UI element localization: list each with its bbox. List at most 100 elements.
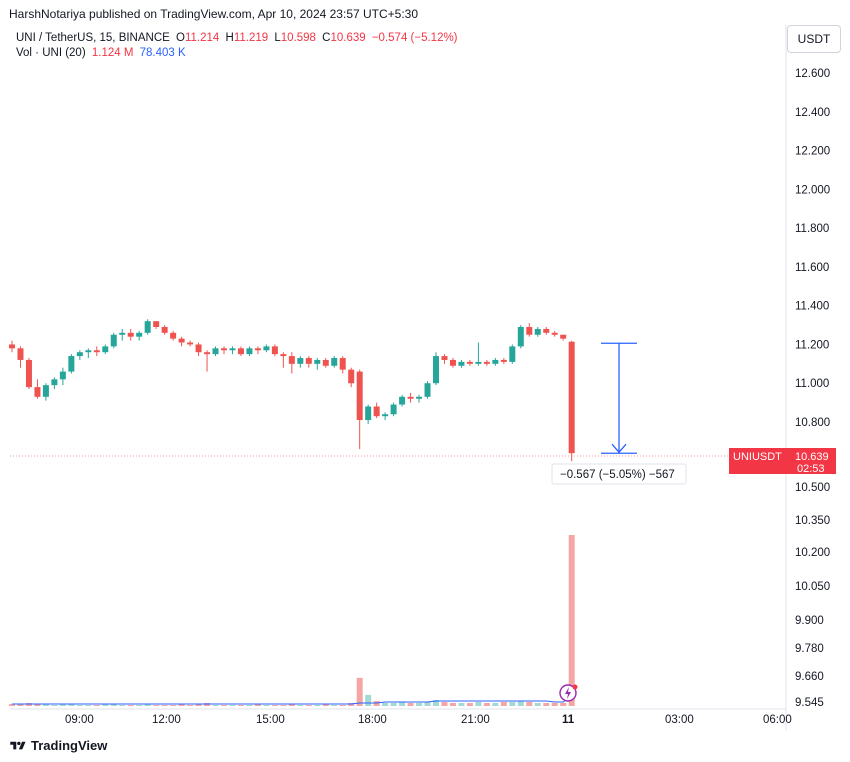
volume-bar (59, 703, 66, 706)
price-tick-label: 12.600 (795, 68, 830, 80)
price-tick-label: 11.600 (795, 262, 829, 274)
volume-bar (127, 704, 134, 706)
candle-body (416, 396, 423, 399)
candle-body (271, 346, 278, 355)
candle-body (102, 346, 109, 353)
volume-bar (17, 703, 24, 706)
close-label: C (322, 32, 331, 44)
volume-bar (136, 704, 143, 706)
time-axis: 09:00 12:00 15:00 18:00 21:00 11 03:00 06:00 (65, 714, 792, 726)
time-tick-label: 09:00 (65, 714, 94, 726)
candle-body (348, 369, 355, 384)
low-value: 10.598 (280, 32, 316, 44)
volume-bar (76, 704, 83, 706)
volume-ma-value: 78.403 K (139, 47, 186, 59)
time-tick-label: 21:00 (461, 714, 490, 726)
candle-body (221, 348, 227, 351)
volume-bar (170, 704, 177, 706)
candle-body (254, 348, 261, 351)
open-value: 11.214 (184, 32, 220, 44)
volume-bar (458, 702, 465, 706)
time-tick-label: 15:00 (256, 714, 285, 726)
brand-name: TradingView (31, 738, 108, 753)
candle-body (161, 326, 168, 333)
measure-label: −0.567 (−5.05%) −567 (560, 469, 675, 481)
candle-body (229, 348, 236, 351)
candle-body (110, 334, 117, 347)
measure-label-box (551, 463, 687, 485)
volume-bar (195, 703, 202, 706)
candle-body (382, 414, 389, 417)
candle-body (119, 332, 126, 335)
volume-bar (229, 704, 236, 706)
volume-bar (399, 701, 406, 706)
price-tick-label: 10.200 (795, 547, 830, 559)
time-tick-label: 12:00 (152, 714, 181, 726)
candle-body (322, 359, 329, 366)
candle-body (85, 350, 92, 353)
volume-bar (204, 702, 211, 706)
volume-bar (280, 704, 287, 706)
time-tick-label: 03:00 (665, 714, 694, 726)
footer-brand[interactable]: TradingView (9, 738, 107, 753)
candle-body (17, 348, 24, 360)
candle-body (314, 359, 321, 364)
volume-bar (560, 702, 567, 706)
candle-body (424, 383, 431, 397)
volume-bar (390, 702, 397, 706)
volume-bar (212, 704, 219, 706)
volume-bar (221, 704, 227, 706)
price-tick-label: 9.780 (795, 643, 824, 655)
candle-body (365, 406, 372, 421)
price-tick-label: 9.545 (795, 697, 824, 709)
candle-body (458, 361, 465, 366)
volume-bar (492, 702, 499, 706)
volume-bars (9, 535, 575, 706)
candle-body (390, 404, 397, 415)
volume-ma-line (12, 695, 572, 705)
candle-body (466, 361, 473, 364)
volume-bar (102, 703, 109, 706)
lightning-icon[interactable] (559, 684, 578, 702)
volume-bar (314, 704, 321, 706)
symbol-title[interactable]: UNI / TetherUS, 15, BINANCE (16, 32, 170, 44)
volume-ma (12, 695, 572, 705)
price-tick-label: 12.200 (795, 146, 830, 158)
candle-body (51, 379, 58, 386)
volume-label[interactable]: Vol · UNI (20) (16, 47, 86, 59)
currency-button[interactable]: USDT (787, 25, 841, 53)
volume-bar (483, 702, 490, 706)
volume-bar (246, 704, 253, 706)
volume-bar (322, 703, 329, 706)
measure-tool[interactable] (601, 342, 637, 454)
symbol-legend: UNI / TetherUS, 15, BINANCE O11.214 H11.… (16, 32, 461, 44)
volume-bar (466, 702, 473, 706)
volume-bar (119, 704, 126, 706)
candle-body (441, 356, 448, 360)
price-tick-label: 10.800 (795, 417, 830, 429)
volume-bar (93, 704, 100, 706)
volume-bar (543, 702, 550, 706)
volume-bar (34, 703, 41, 706)
volume-bar (356, 677, 363, 706)
candle-body (492, 359, 499, 364)
volume-bar (68, 703, 75, 706)
volume-value: 1.124 M (91, 47, 134, 59)
candle-body (433, 356, 439, 384)
volume-bar (534, 702, 541, 706)
price-tick-label: 11.800 (795, 223, 829, 235)
candle-body (237, 348, 244, 355)
volume-bar (254, 703, 261, 706)
volume-bar (85, 704, 92, 706)
volume-bar (509, 701, 516, 706)
time-tick-label: 11 (562, 714, 575, 726)
tradingview-logo-icon (10, 741, 26, 749)
candle-body (136, 332, 143, 337)
volume-bar (339, 704, 346, 706)
candle-body (568, 341, 575, 454)
volume-bar (407, 702, 414, 706)
badge-symbol: UNIUSDT (733, 451, 782, 463)
volume-bar (51, 704, 58, 706)
candle-body (534, 328, 541, 335)
